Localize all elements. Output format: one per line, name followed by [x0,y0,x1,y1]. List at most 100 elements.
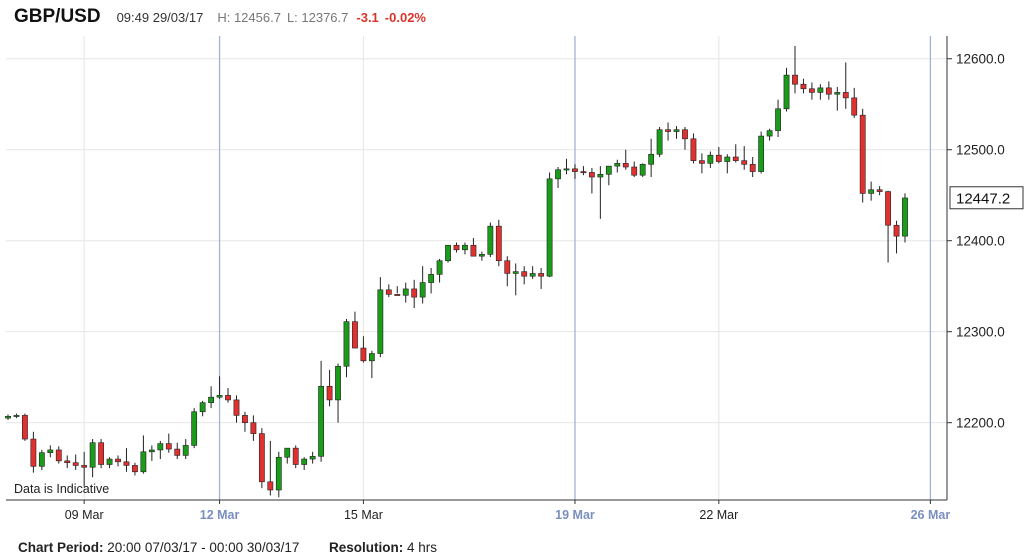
candle [250,415,257,441]
candle [682,126,688,150]
candle-body-down [411,288,418,298]
chart-footer: Chart Period: 20:00 07/03/17 - 00:00 30/… [18,540,437,555]
candle [157,440,164,460]
change-percent: -0.02% [384,10,426,25]
candle [749,157,756,178]
candle [275,451,282,498]
candle-body-down [572,168,578,172]
candle-body-down [98,442,104,465]
candle [699,153,705,174]
candle [377,277,384,358]
y-tick-label: 12500.0 [956,143,1005,158]
candle [783,67,790,112]
chart-period-label: Chart Period: [18,540,104,555]
candle-body-up [902,197,908,237]
candle-body-up [47,449,54,453]
candle-body-up [140,451,147,473]
candle-body-up [529,273,536,277]
resolution-label: Resolution: [328,540,404,555]
candle-body-down [242,415,248,423]
candle [546,172,553,278]
candle [98,439,104,469]
candle-body-down [453,244,460,251]
candle [106,457,113,469]
candle-body-up [707,154,714,164]
candle-body-up [605,165,612,175]
candle [5,414,11,420]
candle-body-down [165,443,172,450]
candle [825,81,832,100]
candle-body-down [665,129,671,132]
candle-body-down [233,399,240,416]
candle-body-down [292,447,299,465]
candle-body-down [55,449,62,462]
candle [580,166,587,176]
candle [13,413,20,419]
low-value: L: 12376.7 [286,10,349,25]
change-value: -3.1 [356,10,379,25]
candle [504,256,511,287]
candle-body-up [148,449,155,453]
candle [588,167,595,194]
candle-body-down [132,465,138,473]
candle-body-down [115,458,121,463]
candle-body-down [699,160,705,164]
candle [191,408,198,449]
candle [868,181,875,201]
candle-body-down [123,461,130,466]
candle [318,360,325,462]
candle-body-up [182,445,189,456]
candle-body-up [89,442,96,468]
candle-body-down [360,347,367,362]
candle-body-down [859,114,866,194]
x-tick-label: 09 Mar [65,508,104,522]
candle [758,131,765,174]
candle [800,78,807,94]
candle-body-up [301,458,308,465]
chart-period-value: 20:00 07/03/17 - 00:00 30/03/17 [107,540,300,555]
candle-body-up [368,353,375,362]
candle [614,159,621,173]
last-price-box [949,186,1024,210]
candle [605,165,612,186]
chart-header: GBP/USD 09:49 29/03/17 H: 12456.7 L: 123… [14,6,432,32]
candle-body-up [648,153,655,165]
x-tick-label: 15 Mar [344,508,383,522]
candle [419,266,426,304]
last-price-label: 12447.2 [956,190,1010,207]
candle-body-down [394,294,401,296]
candle [165,433,172,453]
candle-body-up [13,415,20,417]
data-indicative-note: Data is Indicative [14,482,109,496]
candle-body-down [326,385,333,401]
candle-body-up [377,289,384,354]
candle [732,144,739,163]
candle-body-up [106,458,113,465]
candle [538,268,545,289]
candle-body-up [309,456,316,460]
candle-body-down [876,189,883,192]
candle [368,350,375,379]
y-tick-label: 12200.0 [956,416,1005,431]
candle [89,439,96,478]
candle-body-down [30,438,37,467]
candle [597,166,604,219]
candle-body-up [512,271,519,274]
candle [267,440,274,496]
candle [478,251,485,261]
candle-body-down [538,273,545,277]
candle [834,86,841,111]
candle [309,451,316,464]
x-tick-label: 12 Mar [200,508,240,522]
candle-body-down [842,92,849,99]
candle [81,451,88,487]
candle-body-down [732,156,739,161]
candle-body-up [868,189,875,194]
candle [225,388,231,403]
candle-body-down [267,481,274,491]
candle [301,457,308,470]
candle [902,193,908,243]
candle-body-down [352,321,358,349]
candle [394,286,401,296]
candlestick-chart[interactable]: 12200.0 12300.0 12400.0 12500.0 12600.0 12447… [0,36,1031,526]
